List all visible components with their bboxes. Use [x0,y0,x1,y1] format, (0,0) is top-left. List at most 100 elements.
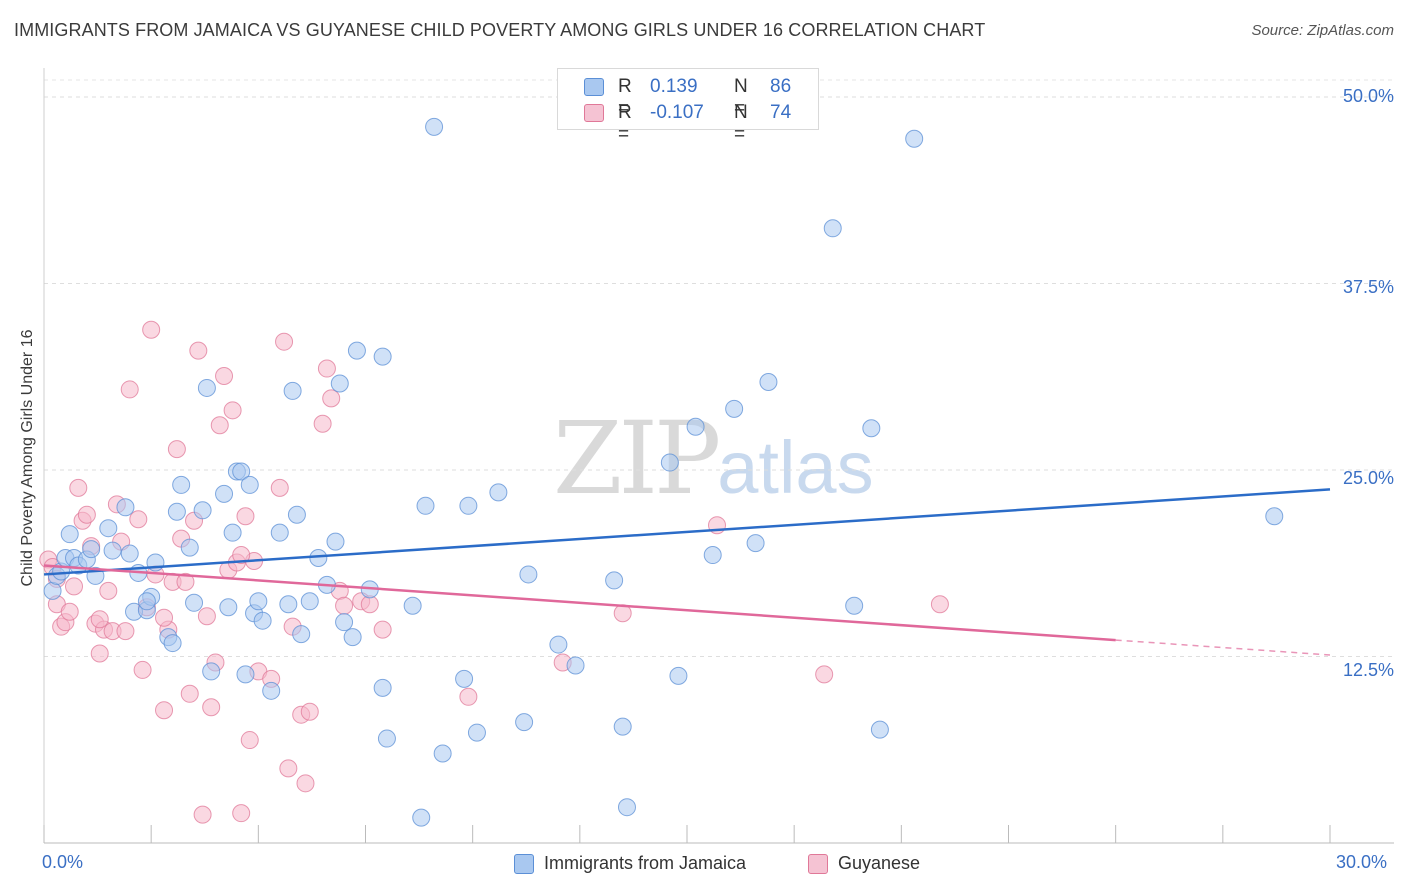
point-jamaica [725,399,744,418]
point-jamaica [455,669,474,688]
n-label: N = [734,102,748,145]
point-jamaica [240,475,259,494]
point-jamaica [232,462,251,481]
y-axis-label: Child Poverty Among Girls Under 16 [19,329,36,587]
n-label: N = [734,76,748,119]
point-guyanese [167,440,186,459]
point-guyanese [90,610,109,629]
point-guyanese [240,731,259,750]
point-jamaica [467,723,486,742]
point-jamaica [326,532,345,551]
point-guyanese [270,478,289,497]
point-jamaica [519,565,538,584]
point-jamaica [425,117,444,136]
point-guyanese [210,416,229,435]
jamaica-swatch [584,78,604,96]
point-jamaica [343,628,362,647]
point-jamaica [905,129,924,148]
point-jamaica [172,475,191,494]
point-guyanese [197,607,216,626]
point-jamaica [459,496,478,515]
point-guyanese [77,505,96,524]
r-value: -0.107 [650,102,704,123]
point-jamaica [660,453,679,472]
point-jamaica [870,720,889,739]
point-guyanese [335,596,354,615]
point-jamaica [60,525,79,544]
point-jamaica [82,540,101,559]
chart-title: IMMIGRANTS FROM JAMAICA VS GUYANESE CHIL… [14,20,986,40]
point-jamaica [412,808,431,827]
y-tick-label-50: 50.0% [1342,86,1394,106]
trendline-guyanese [43,564,1116,642]
point-guyanese [322,389,341,408]
point-guyanese [193,805,212,824]
point-jamaica [262,681,281,700]
point-guyanese [317,359,336,378]
point-guyanese [99,581,118,600]
point-jamaica [283,381,302,400]
y-tick-label-12-5: 12.5% [1342,660,1394,680]
point-jamaica [197,378,216,397]
n-value: 74 [770,102,792,123]
point-guyanese [142,320,161,339]
point-jamaica [223,523,242,542]
point-jamaica [270,523,289,542]
point-jamaica [43,581,62,600]
y-tick-label-25: 25.0% [1342,468,1394,488]
point-guyanese [90,644,109,663]
point-jamaica [746,534,765,553]
point-guyanese [275,332,294,351]
point-jamaica [549,635,568,654]
point-jamaica [309,549,328,568]
point-guyanese [459,687,478,706]
point-guyanese [60,602,79,621]
point-jamaica [116,498,135,517]
point-guyanese [300,702,319,721]
n-value: 86 [770,76,792,97]
point-jamaica [99,519,118,538]
r-value: 0.139 [650,76,698,97]
point-guyanese [116,622,135,641]
point-jamaica [703,546,722,565]
point-jamaica [669,666,688,685]
point-guyanese [930,595,949,614]
point-guyanese [313,414,332,433]
point-jamaica [167,502,186,521]
point-jamaica [236,665,255,684]
point-jamaica [347,341,366,360]
point-jamaica [489,483,508,502]
legend-label-guyanese: Guyanese [838,853,921,873]
point-jamaica [202,662,221,681]
point-guyanese [120,380,139,399]
x-tick-label-max: 30.0% [1336,852,1388,872]
point-jamaica [330,374,349,393]
point-jamaica [686,417,705,436]
point-jamaica [215,484,234,503]
legend-label-jamaica: Immigrants from Jamaica [544,853,747,873]
point-jamaica [613,717,632,736]
point-jamaica [335,613,354,632]
r-label: R = [618,102,632,145]
point-jamaica [403,596,422,615]
point-guyanese [65,577,84,596]
point-jamaica [103,541,122,560]
point-jamaica [249,592,268,611]
source-label: Source: ZipAtlas.com [1251,22,1394,39]
point-jamaica [219,598,238,617]
point-jamaica [120,544,139,563]
point-jamaica [845,596,864,615]
guyanese-swatch [584,104,604,122]
point-guyanese [373,620,392,639]
point-guyanese [180,684,199,703]
point-jamaica [617,798,636,817]
point-jamaica [137,592,156,611]
point-guyanese [129,510,148,529]
legend-swatch-guyanese [808,854,828,874]
point-jamaica [279,595,298,614]
point-guyanese [202,698,221,717]
point-jamaica [253,611,272,630]
point-jamaica [1265,507,1284,526]
trendline-jamaica [43,488,1331,576]
